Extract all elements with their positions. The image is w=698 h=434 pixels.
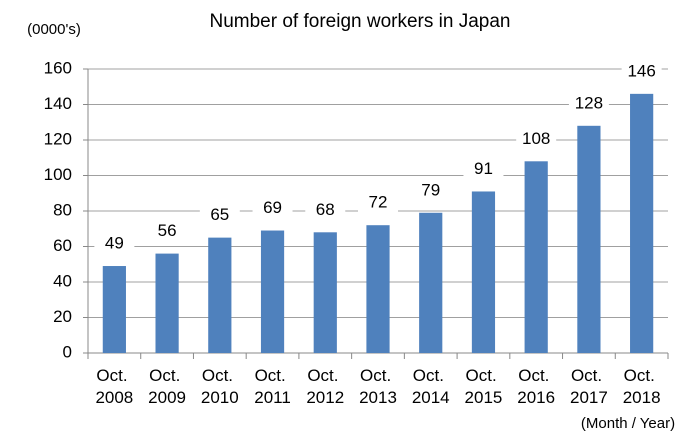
bar — [366, 225, 390, 353]
value-label-bg — [516, 128, 557, 151]
y-tick-label: 160 — [44, 58, 72, 77]
y-tick-label: 80 — [53, 200, 72, 219]
value-label: 69 — [263, 198, 282, 217]
value-label-bg — [621, 60, 662, 83]
bar — [419, 212, 443, 353]
y-tick-label: 0 — [63, 342, 72, 361]
bar — [102, 266, 126, 353]
value-label-bg — [94, 233, 135, 256]
y-tick-label: 120 — [44, 129, 72, 148]
x-tick-label: Oct. 2017 — [570, 366, 608, 407]
x-tick-label: Oct. 2009 — [148, 366, 186, 407]
value-label: 108 — [522, 129, 550, 148]
y-tick-label: 60 — [53, 236, 72, 255]
y-axis-label: (0000's) — [27, 21, 81, 38]
bar — [260, 230, 285, 353]
value-label: 91 — [474, 159, 493, 178]
value-label: 72 — [369, 193, 388, 212]
x-tick-label: Oct. 2015 — [465, 366, 503, 407]
x-tick-label: Oct. 2010 — [201, 366, 239, 407]
value-label: 56 — [158, 221, 177, 240]
value-label-bg — [199, 204, 240, 227]
value-label: 146 — [627, 61, 655, 80]
x-tick-label: Oct. 2011 — [254, 366, 291, 407]
value-label: 68 — [316, 200, 335, 219]
value-label-bg — [358, 192, 398, 215]
y-tick-label: 100 — [44, 165, 72, 184]
value-label-bg — [252, 197, 293, 220]
value-label-bg — [463, 158, 504, 181]
bar — [471, 191, 496, 353]
x-tick-label: Oct. 2012 — [306, 366, 344, 407]
bar — [208, 237, 232, 353]
x-axis-label: (Month / Year) — [581, 415, 675, 432]
bar — [313, 232, 337, 353]
bar — [577, 125, 601, 353]
x-tick-label: Oct. 2013 — [359, 366, 397, 407]
chart-title: Number of foreign workers in Japan — [210, 11, 511, 32]
y-tick-label: 20 — [53, 307, 72, 326]
x-tick-label: Oct. 2014 — [412, 366, 450, 407]
bar — [524, 161, 548, 353]
value-label-bg — [305, 199, 346, 222]
value-label-bg — [410, 179, 451, 202]
x-tick-label: Oct. 2016 — [517, 366, 555, 407]
value-label: 65 — [210, 205, 229, 224]
value-label: 128 — [575, 93, 603, 112]
bar — [630, 93, 654, 353]
value-label-bg — [568, 92, 609, 115]
bar — [155, 253, 179, 353]
y-tick-label: 140 — [44, 94, 72, 113]
x-tick-label: Oct. 2018 — [623, 366, 661, 407]
x-tick-label: Oct. 2008 — [95, 366, 133, 407]
y-tick-label: 40 — [53, 271, 72, 290]
value-label: 49 — [105, 234, 124, 253]
value-label: 79 — [421, 180, 440, 199]
value-label-bg — [147, 220, 188, 243]
